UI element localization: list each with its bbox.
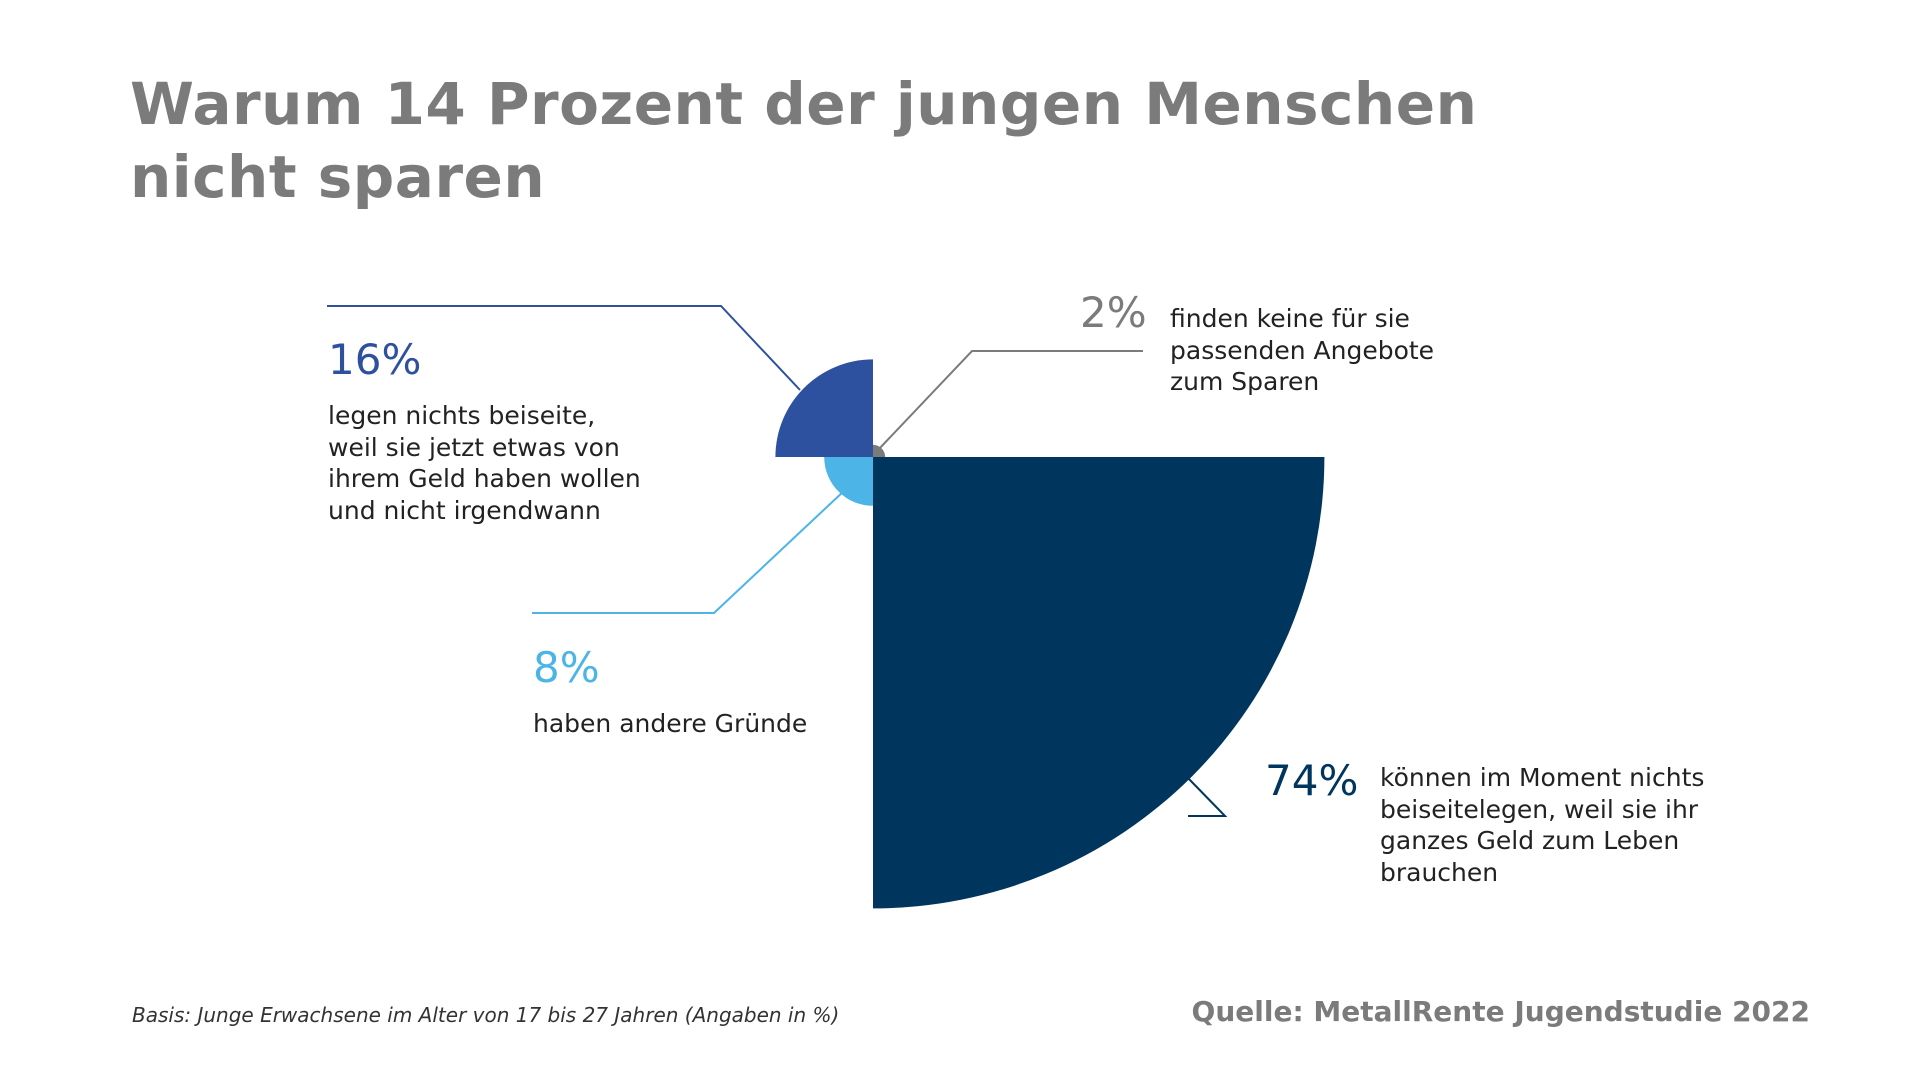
wedge-2 bbox=[873, 444, 886, 457]
wedge-16 bbox=[775, 359, 873, 457]
leader-8 bbox=[532, 489, 846, 614]
slice-pct-74: 74% bbox=[1265, 756, 1359, 805]
leader-16 bbox=[327, 305, 801, 391]
slice-pct-8: 8% bbox=[533, 643, 600, 692]
basis-note: Basis: Junge Erwachsene im Alter von 17 … bbox=[132, 1003, 840, 1027]
wedge-74 bbox=[873, 457, 1325, 909]
slice-pct-16: 16% bbox=[328, 335, 422, 384]
slice-desc-16: legen nichts beiseite, weil sie jetzt et… bbox=[328, 401, 641, 525]
slice-pct-2: 2% bbox=[1080, 288, 1147, 337]
slice-desc-8: haben andere Gründe bbox=[533, 709, 808, 738]
leader-74 bbox=[1187, 777, 1228, 817]
chart-title: Warum 14 Prozent der jungen Menschen nic… bbox=[130, 70, 1478, 211]
leader-2 bbox=[877, 350, 1143, 451]
slice-desc-2: finden keine für sie passenden Angebote … bbox=[1170, 304, 1435, 396]
slice-desc-74: können im Moment nichts beiseitelegen, w… bbox=[1380, 763, 1705, 887]
source-note: Quelle: MetallRente Jugendstudie 2022 bbox=[1191, 995, 1810, 1028]
wedge-8 bbox=[824, 457, 873, 506]
